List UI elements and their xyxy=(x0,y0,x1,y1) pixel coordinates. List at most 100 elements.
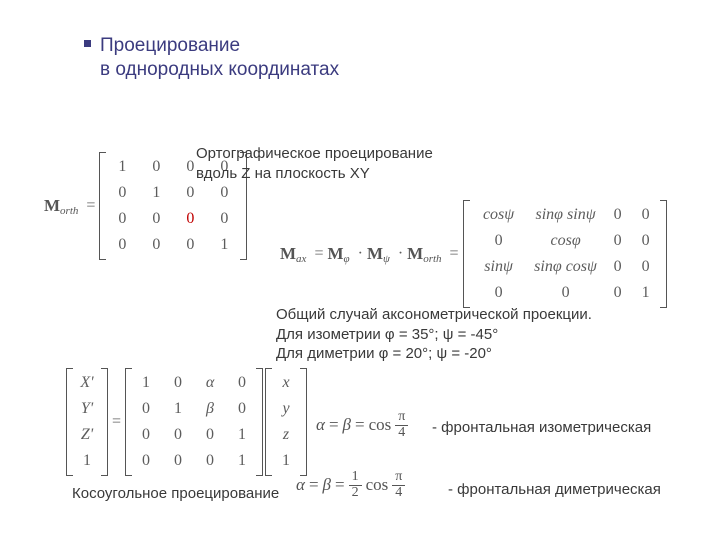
bracket-left-icon xyxy=(66,368,73,476)
axo-description: Общий случай аксонометрической проекции.… xyxy=(276,305,636,364)
ortho-cell: 0 xyxy=(108,210,136,228)
axo-cell: 0 xyxy=(634,206,658,224)
bracket-left-icon xyxy=(265,368,272,476)
cos: cos xyxy=(366,475,389,495)
fraction-pi4: π 4 xyxy=(395,410,408,440)
frac-den: 4 xyxy=(392,486,405,501)
frac-den: 4 xyxy=(395,426,408,441)
equals-sign: = xyxy=(309,475,319,495)
axo-desc-l1: Общий случай аксонометрической проекции. xyxy=(276,306,592,323)
vec-cell: X' xyxy=(75,374,99,392)
obl-cell: 0 xyxy=(134,452,158,470)
bracket-right-icon xyxy=(300,368,307,476)
slide-title: Проецирование в однородных координатах xyxy=(100,34,339,82)
obl-cell: 0 xyxy=(198,426,222,444)
ortho-desc-l1: Ортографическое проецирование xyxy=(196,145,433,162)
axo-cell: 0 xyxy=(606,258,630,276)
obl-cell: β xyxy=(198,400,222,418)
ortho-cell: 0 xyxy=(108,236,136,254)
axo-cell: 0 xyxy=(472,232,526,250)
equals-sign: = xyxy=(355,415,365,435)
axo-chain-mphi: Mφ xyxy=(327,244,349,265)
ortho-cell: 0 xyxy=(142,158,170,176)
obl-cell: 0 xyxy=(134,400,158,418)
ortho-cell: 0 xyxy=(176,236,204,254)
axo-matrix-grid: cosψ sinφ sinψ 0 0 0 cosφ 0 0 sinψ sinφ … xyxy=(470,200,660,308)
ortho-cell: 0 xyxy=(142,236,170,254)
fraction-pi4: π 4 xyxy=(392,470,405,500)
equals-sign: = xyxy=(86,197,95,215)
ortho-cell: 0 xyxy=(108,184,136,202)
oblique-equation: X' Y' Z' 1 = 1 0 α 0 0 1 β 0 0 0 0 1 0 0… xyxy=(66,368,307,476)
bracket-left-icon xyxy=(99,152,106,260)
ortho-desc-l2: вдоль Z на плоскость XY xyxy=(196,165,370,182)
axo-chain-mpsi: Mψ xyxy=(367,244,390,265)
bracket-left-icon xyxy=(463,200,470,308)
ortho-matrix-name: Morth xyxy=(44,196,78,217)
vec-cell: 1 xyxy=(75,452,99,470)
obl-cell: 0 xyxy=(166,374,190,392)
ortho-cell-highlight: 0 xyxy=(176,210,204,228)
obl-cell: 0 xyxy=(166,452,190,470)
ortho-cell: 1 xyxy=(142,184,170,202)
equals-sign: = xyxy=(335,475,345,495)
equals-sign: = xyxy=(329,415,339,435)
ortho-cell: 0 xyxy=(210,184,238,202)
ortho-cell: 0 xyxy=(210,210,238,228)
obl-cell: 0 xyxy=(230,374,254,392)
obl-cell: 1 xyxy=(134,374,158,392)
obl-cell: 1 xyxy=(166,400,190,418)
obl-cell: 1 xyxy=(230,452,254,470)
axo-cell: 0 xyxy=(606,206,630,224)
beta: β xyxy=(343,415,351,435)
dot-sign: · xyxy=(398,245,403,263)
axo-chain-morth: Morth xyxy=(407,244,441,265)
frac-num: π xyxy=(395,410,408,426)
title-line-2: в однородных координатах xyxy=(100,59,339,80)
beta: β xyxy=(323,475,331,495)
ortho-cell: 0 xyxy=(142,210,170,228)
axo-cell: 0 xyxy=(634,232,658,250)
frontal-iso-label: - фронтальная изометрическая xyxy=(432,418,651,438)
vec-cell: z xyxy=(274,426,298,444)
axo-cell: sinφ sinψ xyxy=(530,206,602,224)
obl-cell: α xyxy=(198,374,222,392)
oblique-matrix-grid: 1 0 α 0 0 1 β 0 0 0 0 1 0 0 0 1 xyxy=(132,368,256,476)
bracket-right-icon xyxy=(256,368,263,476)
vec-cell: y xyxy=(274,400,298,418)
ortho-description: Ортографическое проецирование вдоль Z на… xyxy=(196,144,456,183)
axo-cell: 0 xyxy=(606,232,630,250)
oblique-lhs-vec: X' Y' Z' 1 xyxy=(73,368,101,476)
bracket-right-icon xyxy=(660,200,667,308)
axo-lhs: Max xyxy=(280,244,306,265)
frac-num: π xyxy=(392,470,405,486)
alpha: α xyxy=(296,475,305,495)
axo-matrix: Max = Mφ · Mψ · Morth = cosψ sinφ sinψ 0… xyxy=(280,200,667,308)
equals-sign: = xyxy=(314,245,323,263)
dot-sign: · xyxy=(358,245,363,263)
obl-cell: 1 xyxy=(230,426,254,444)
axo-cell: cosψ xyxy=(472,206,526,224)
axo-cell: 0 xyxy=(634,258,658,276)
ortho-cell: 0 xyxy=(176,184,204,202)
frac-num: 1 xyxy=(349,470,362,486)
axo-cell: 0 xyxy=(606,284,630,302)
title-bullet-icon xyxy=(84,40,91,47)
oblique-rhs-vec: x y z 1 xyxy=(272,368,300,476)
fraction-half: 1 2 xyxy=(349,470,362,500)
obl-cell: 0 xyxy=(134,426,158,444)
ortho-cell: 1 xyxy=(210,236,238,254)
alpha: α xyxy=(316,415,325,435)
axo-desc-l2: Для изометрии φ = 35°; ψ = -45° xyxy=(276,326,498,343)
ortho-cell: 1 xyxy=(108,158,136,176)
axo-desc-l3: Для диметрии φ = 20°; ψ = -20° xyxy=(276,345,492,362)
title-line-1: Проецирование xyxy=(100,35,240,56)
axo-cell: 0 xyxy=(472,284,526,302)
obl-cell: 0 xyxy=(230,400,254,418)
vec-cell: 1 xyxy=(274,452,298,470)
vec-cell: Z' xyxy=(75,426,99,444)
bracket-right-icon xyxy=(101,368,108,476)
axo-cell: sinψ xyxy=(472,258,526,276)
bracket-left-icon xyxy=(125,368,132,476)
oblique-description: Косоугольное проецирование xyxy=(72,484,279,504)
